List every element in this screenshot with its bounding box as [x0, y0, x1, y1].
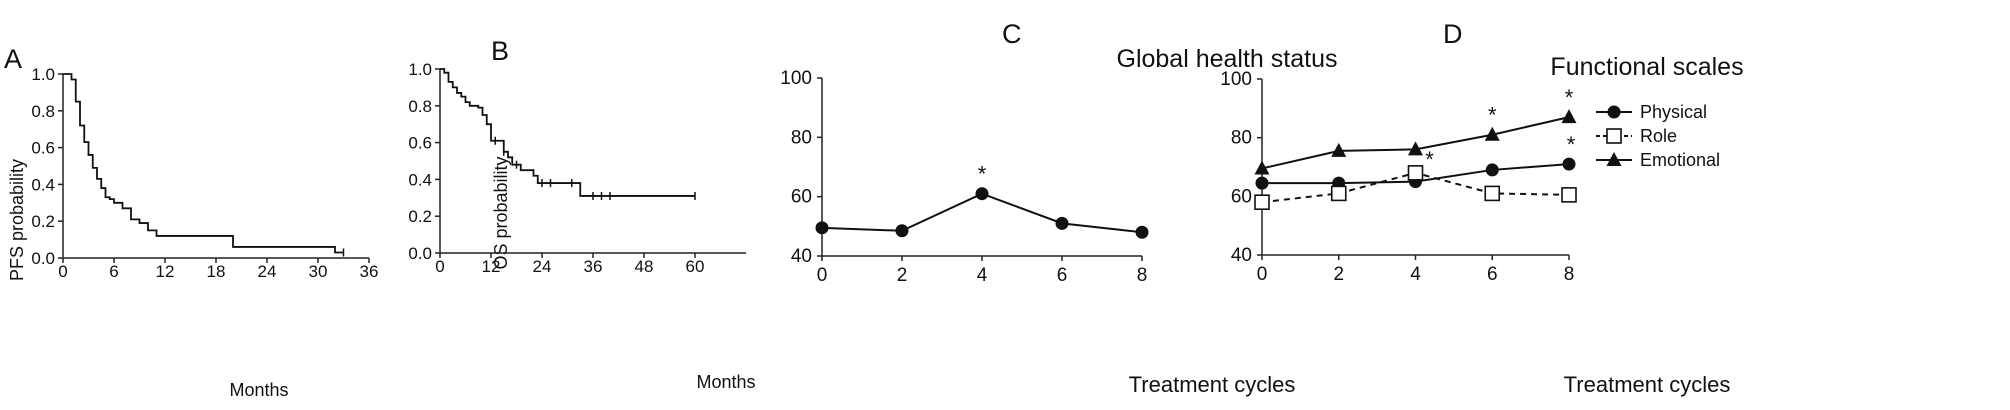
- panel-a-label: A: [4, 44, 22, 74]
- panel-a-x-tick-label: 36: [360, 262, 379, 281]
- panel-a-x-tick-label: 24: [258, 262, 277, 281]
- panel-c-x-tick-label: 6: [1057, 265, 1068, 286]
- panel-d-point-emotional: [1408, 141, 1423, 156]
- panel-d-significance-star: *: [1425, 147, 1434, 172]
- panel-d-point-role: [1254, 194, 1270, 210]
- panel-d-legend-marker: [1606, 152, 1622, 166]
- panel-c-y-tick-label: 100: [780, 68, 812, 89]
- panel-d-y-tick-label: 60: [1231, 186, 1252, 207]
- panel-d-point-emotional: [1484, 126, 1500, 141]
- panel-d-x-tick-label: 2: [1333, 264, 1344, 285]
- panel-a-xlabel: Months: [229, 380, 288, 400]
- panel-c-x-tick-label: 2: [897, 265, 908, 286]
- panel-a-y-tick-label: 0.2: [31, 212, 55, 231]
- panel-a-x-tick-label: 0: [58, 262, 67, 281]
- panel-a-x-tick-label: 18: [207, 262, 226, 281]
- panel-d-y-tick-label: 40: [1231, 245, 1252, 266]
- panel-d-title: Functional scales: [1550, 53, 1743, 81]
- panel-d-point-emotional: [1254, 160, 1270, 175]
- panel-c-y-tick-label: 60: [791, 187, 812, 208]
- panel-c-point-global-health: [815, 221, 829, 235]
- panel-a-y-tick-label: 0.8: [31, 102, 55, 121]
- panel-d-significance-star: *: [1567, 132, 1576, 157]
- panel-d-point-role: [1407, 165, 1424, 181]
- panel-d-significance-star: *: [1488, 103, 1497, 128]
- panel-d-point-role: [1561, 187, 1577, 203]
- panel-a-y-tick-label: 1.0: [31, 65, 55, 84]
- panel-c-y-tick-label: 80: [791, 127, 812, 148]
- panel-b-x-tick-label: 0: [435, 257, 444, 276]
- panel-d-functional-scales: D Functional scales Treatment cycles 0 2 4…: [1220, 19, 1743, 397]
- panel-b-y-tick-label: 0.8: [408, 97, 432, 116]
- panel-d-legend-label: Physical: [1640, 102, 1707, 122]
- panel-d-x-tick-label: 6: [1487, 264, 1498, 285]
- panel-a-ylabel: PFS probability: [7, 159, 27, 281]
- panel-b-y-tick-label: 0.4: [408, 170, 432, 189]
- panel-d-legend-marker: [1607, 105, 1621, 119]
- panel-d-legend-label: Role: [1640, 126, 1677, 146]
- panel-b-x-tick-label: 12: [482, 257, 501, 276]
- panel-b-x-tick-label: 36: [584, 257, 603, 276]
- panel-d-legend-marker: [1606, 128, 1622, 144]
- panel-d-y-tick-label: 100: [1220, 69, 1252, 90]
- panel-b-x-tick-label: 24: [533, 257, 552, 276]
- panel-c-y-tick-label: 40: [791, 246, 812, 267]
- panel-b-y-tick-label: 1.0: [408, 60, 432, 79]
- panel-c-point-global-health: [1135, 225, 1149, 239]
- panel-a-y-tick-label: 0.6: [31, 139, 55, 158]
- panel-b-os: B Months OS probability 0 12 24 36 48 60 0.0 0.…: [408, 36, 755, 392]
- panel-d-point-physical: [1485, 163, 1499, 177]
- panel-c-point-global-health: [975, 187, 989, 201]
- panel-b-survival-curve: [440, 68, 695, 197]
- panel-d-x-tick-label: 4: [1410, 264, 1421, 285]
- panel-b-y-tick-label: 0.2: [408, 207, 432, 226]
- panel-a-y-tick-label: 0.4: [31, 175, 55, 194]
- panel-c-point-global-health: [895, 224, 909, 238]
- panel-c-x-tick-label: 0: [817, 265, 828, 286]
- panel-c-significance-star: *: [978, 162, 987, 187]
- panel-a-x-tick-label: 30: [309, 262, 328, 281]
- panel-c-x-tick-label: 4: [977, 265, 988, 286]
- panel-a-x-tick-label: 12: [156, 262, 175, 281]
- panel-a-pfs: A Months PFS probability 0 6 12 18 24 30 36 0.0…: [4, 44, 378, 400]
- panel-c-point-global-health: [1055, 216, 1069, 230]
- panel-b-label: B: [491, 36, 509, 66]
- panel-c-title: Global health status: [1117, 45, 1338, 73]
- panel-b-xlabel: Months: [696, 372, 755, 392]
- panel-d-significance-star: *: [1565, 85, 1574, 110]
- panel-b-x-tick-label: 60: [686, 257, 705, 276]
- panel-d-legend-label: Emotional: [1640, 150, 1720, 170]
- panel-d-point-role: [1330, 185, 1347, 202]
- panel-d-point-role: [1484, 185, 1501, 202]
- panel-d-xlabel: Treatment cycles: [1564, 372, 1731, 397]
- panel-d-x-tick-label: 0: [1257, 264, 1268, 285]
- panel-b-y-tick-label: 0.0: [408, 244, 432, 263]
- panel-a-y-tick-label: 0.0: [31, 249, 55, 268]
- panel-d-point-emotional: [1331, 142, 1347, 157]
- panel-c-xlabel: Treatment cycles: [1129, 372, 1296, 397]
- panel-b-x-tick-label: 48: [635, 257, 654, 276]
- panel-c-label: C: [1002, 19, 1022, 49]
- panel-c-x-tick-label: 8: [1137, 265, 1148, 286]
- panel-d-label: D: [1443, 19, 1463, 49]
- panel-d-y-tick-label: 80: [1231, 128, 1252, 149]
- panel-d-x-tick-label: 8: [1564, 264, 1575, 285]
- panel-a-x-tick-label: 6: [109, 262, 118, 281]
- panel-d-point-physical: [1255, 176, 1269, 190]
- panel-a-survival-curve: [63, 73, 344, 254]
- panel-d-point-physical: [1562, 157, 1576, 171]
- panel-d-point-emotional: [1561, 109, 1577, 124]
- panel-b-ylabel: OS probability: [491, 156, 511, 269]
- panel-b-y-tick-label: 0.6: [408, 134, 432, 153]
- panel-c-global-health: C Global health status Treatment cycles …: [780, 19, 1337, 397]
